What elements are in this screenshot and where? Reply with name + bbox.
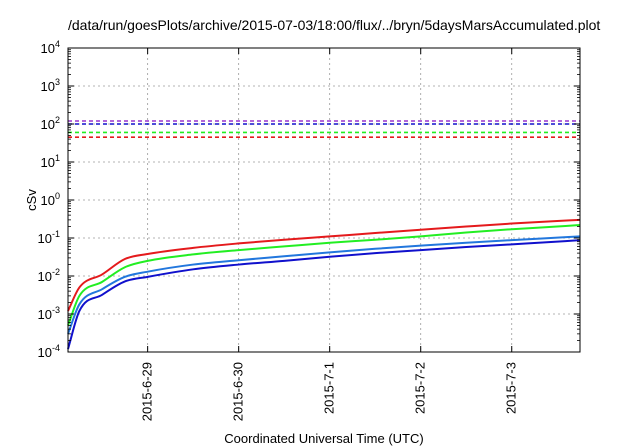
y-tick-label: 101 — [41, 153, 60, 170]
series-line — [67, 239, 581, 350]
y-axis-label: cSv — [24, 189, 39, 211]
y-tick-labels: 10-4 10-3 10-2 10-1 100 101 102 103 104 — [38, 39, 60, 360]
x-tick-label: 2015-7-1 — [322, 362, 337, 414]
ticks — [68, 47, 580, 353]
series-line — [67, 235, 581, 335]
x-tick-label: 2015-6-30 — [231, 362, 246, 421]
y-tick-label: 10-1 — [38, 229, 60, 246]
x-axis-label: Coordinated Universal Time (UTC) — [224, 431, 424, 446]
y-tick-label: 10-4 — [38, 343, 60, 360]
x-tick-label: 2015-7-3 — [504, 362, 519, 414]
y-tick-label: 103 — [41, 77, 60, 94]
y-tick-label: 10-2 — [38, 267, 60, 284]
series-line — [67, 218, 581, 312]
grid — [68, 48, 580, 352]
series-line — [67, 223, 581, 326]
y-tick-label: 100 — [41, 191, 60, 208]
x-tick-label: 2015-6-29 — [140, 362, 155, 421]
y-tick-label: 102 — [41, 115, 60, 132]
x-tick-labels: 2015-6-29 2015-6-30 2015-7-1 2015-7-2 2015-7… — [140, 362, 519, 421]
chart-title: /data/run/goesPlots/archive/2015-07-03/1… — [68, 17, 601, 33]
reference-lines — [68, 120, 580, 138]
series-lines — [67, 218, 581, 350]
y-tick-label: 10-3 — [38, 305, 60, 322]
x-tick-label: 2015-7-2 — [413, 362, 428, 414]
y-tick-label: 104 — [41, 39, 60, 56]
